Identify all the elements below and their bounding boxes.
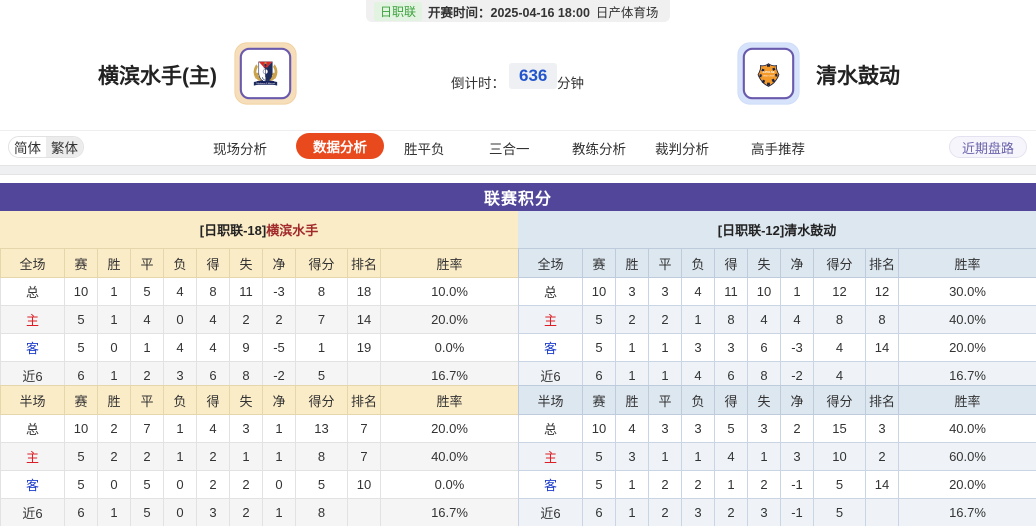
svg-text:Yokohama F·Marinos: Yokohama F·Marinos xyxy=(256,82,275,85)
svg-text:S-PULSE: S-PULSE xyxy=(762,70,774,74)
